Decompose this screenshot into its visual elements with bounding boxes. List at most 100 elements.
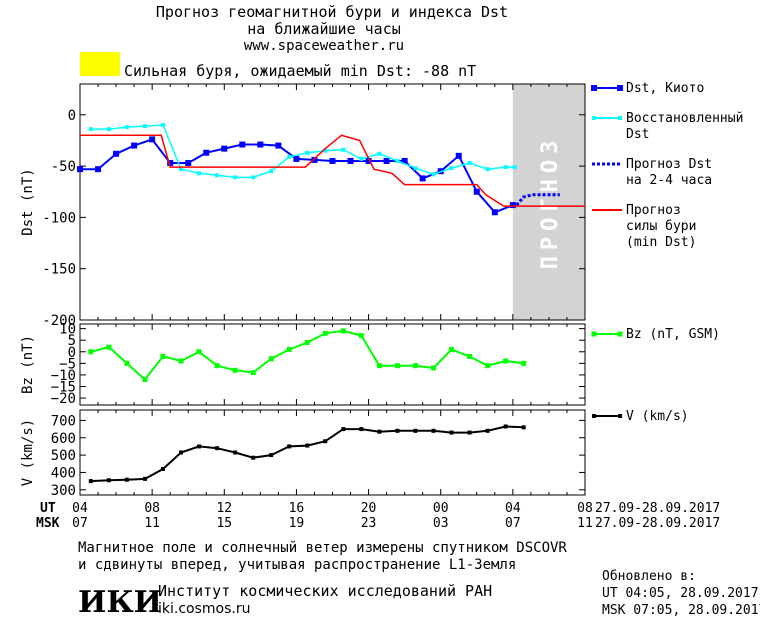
y-tick-label: −10 [51, 368, 76, 384]
ut-tick-label: 00 [433, 501, 449, 516]
restored-data-point [449, 166, 454, 171]
iki-logo: ИКИ [78, 585, 162, 620]
dst-data-point [455, 152, 462, 159]
v-data-point [323, 439, 328, 444]
v-data-point [142, 476, 147, 481]
y-tick-label: 300 [51, 483, 76, 499]
restored-data-point [323, 148, 328, 153]
title-line1: Прогноз геомагнитной бури и индекса Dst [156, 3, 508, 21]
msk-date-range: 27.09-28.09.2017 [595, 516, 720, 531]
bz-data-point [503, 358, 509, 364]
msk-tick-label: 23 [361, 516, 377, 531]
msk-tick-label: 15 [216, 516, 232, 531]
bz-data-point [124, 360, 130, 366]
bz-data-point [376, 363, 382, 369]
msk-label: MSK [36, 516, 60, 531]
panel-frame [79, 83, 586, 321]
v-series-line [90, 425, 524, 483]
msk-tick-label: 07 [505, 516, 521, 531]
y-axis-label: Dst (nT) [20, 168, 36, 235]
ut-tick-label: 08 [577, 501, 593, 516]
bz-data-point [88, 349, 94, 355]
restored-data-point [251, 175, 256, 180]
y-tick-label: 0 [68, 345, 76, 361]
restored-data-point [215, 173, 220, 178]
ut-tick-label: 16 [289, 501, 305, 516]
bz-data-point [160, 353, 166, 359]
title-line2: на ближайшие часы [247, 20, 401, 38]
bz-data-point [196, 349, 202, 355]
restored-data-point [377, 151, 382, 156]
updated-msk: MSK 07:05, 28.09.2017 [602, 603, 760, 618]
legend-label-forecast: Прогноз Dst [626, 157, 712, 172]
dst-data-point [95, 166, 102, 173]
legend-label-forecast: на 2-4 часа [626, 173, 712, 188]
v-data-point [106, 478, 111, 483]
y-tick-label: 400 [51, 465, 76, 481]
v-data-point [341, 427, 346, 432]
restored-data-point [359, 156, 364, 161]
legend-marker [591, 331, 597, 337]
dst-data-point [113, 150, 120, 157]
legend-marker [592, 414, 596, 418]
dst-data-point [509, 202, 516, 209]
bz-data-point [340, 328, 346, 334]
ut-tick-label: 04 [72, 501, 88, 516]
dst-data-point [203, 149, 210, 156]
restored-data-point [160, 123, 165, 128]
restored-data-point [305, 150, 310, 155]
ut-tick-label: 20 [361, 501, 377, 516]
bz-data-point [449, 346, 455, 352]
restored-data-point [179, 167, 183, 172]
restored-data-point [395, 158, 400, 163]
v-data-point [251, 455, 256, 460]
ut-date-range: 27.09-28.09.2017 [595, 501, 720, 516]
legend-label-storm: (min Dst) [626, 235, 696, 250]
dst-data-point [77, 166, 83, 173]
bz-series-line [90, 329, 524, 381]
y-tick-label: -200 [42, 313, 76, 329]
storm-series-line [80, 134, 585, 207]
legend-label-dst: Dst, Киото [626, 81, 704, 96]
restored-data-point [269, 169, 274, 174]
y-tick-label: −20 [51, 391, 76, 407]
msk-tick-label: 19 [289, 516, 305, 531]
bz-data-point [286, 346, 292, 352]
y-tick-label: 0 [68, 108, 76, 124]
bz-data-point [250, 370, 256, 376]
bz-data-point [178, 358, 184, 364]
v-data-point [124, 477, 129, 482]
bz-data-point [467, 353, 473, 359]
storm-level-swatch [80, 52, 120, 76]
satellite-note-line2: и сдвинуты вперед, учитывая распростране… [78, 557, 516, 573]
v-data-point [269, 453, 274, 458]
restored-data-point [431, 172, 436, 177]
dst-data-point [167, 160, 174, 167]
bz-data-point [485, 363, 491, 369]
bz-data-point [106, 344, 112, 350]
dst-data-point [149, 136, 156, 143]
legend-label-restored: Dst [626, 127, 649, 142]
v-data-point [521, 425, 526, 430]
updated-ut: UT 04:05, 28.09.2017 [602, 586, 759, 601]
dst-data-point [257, 141, 264, 148]
dst-data-point [131, 142, 138, 149]
legend-marker [618, 414, 622, 418]
dst-data-point [239, 141, 246, 148]
v-data-point [160, 466, 165, 471]
restored-data-point [233, 175, 238, 180]
panel-frame [79, 409, 586, 496]
restored-data-point [142, 124, 147, 129]
institute-url: iki.cosmos.ru [158, 601, 250, 617]
bz-data-point [142, 377, 148, 383]
restored-data-point [287, 154, 292, 159]
dst-data-point [311, 156, 318, 163]
dst-data-point [329, 157, 336, 164]
y-tick-label: 700 [51, 413, 76, 429]
v-data-point [395, 428, 400, 433]
msk-tick-label: 11 [577, 516, 593, 531]
y-tick-label: 600 [51, 431, 76, 447]
bz-data-point [304, 340, 310, 346]
y-tick-label: -100 [42, 210, 76, 226]
